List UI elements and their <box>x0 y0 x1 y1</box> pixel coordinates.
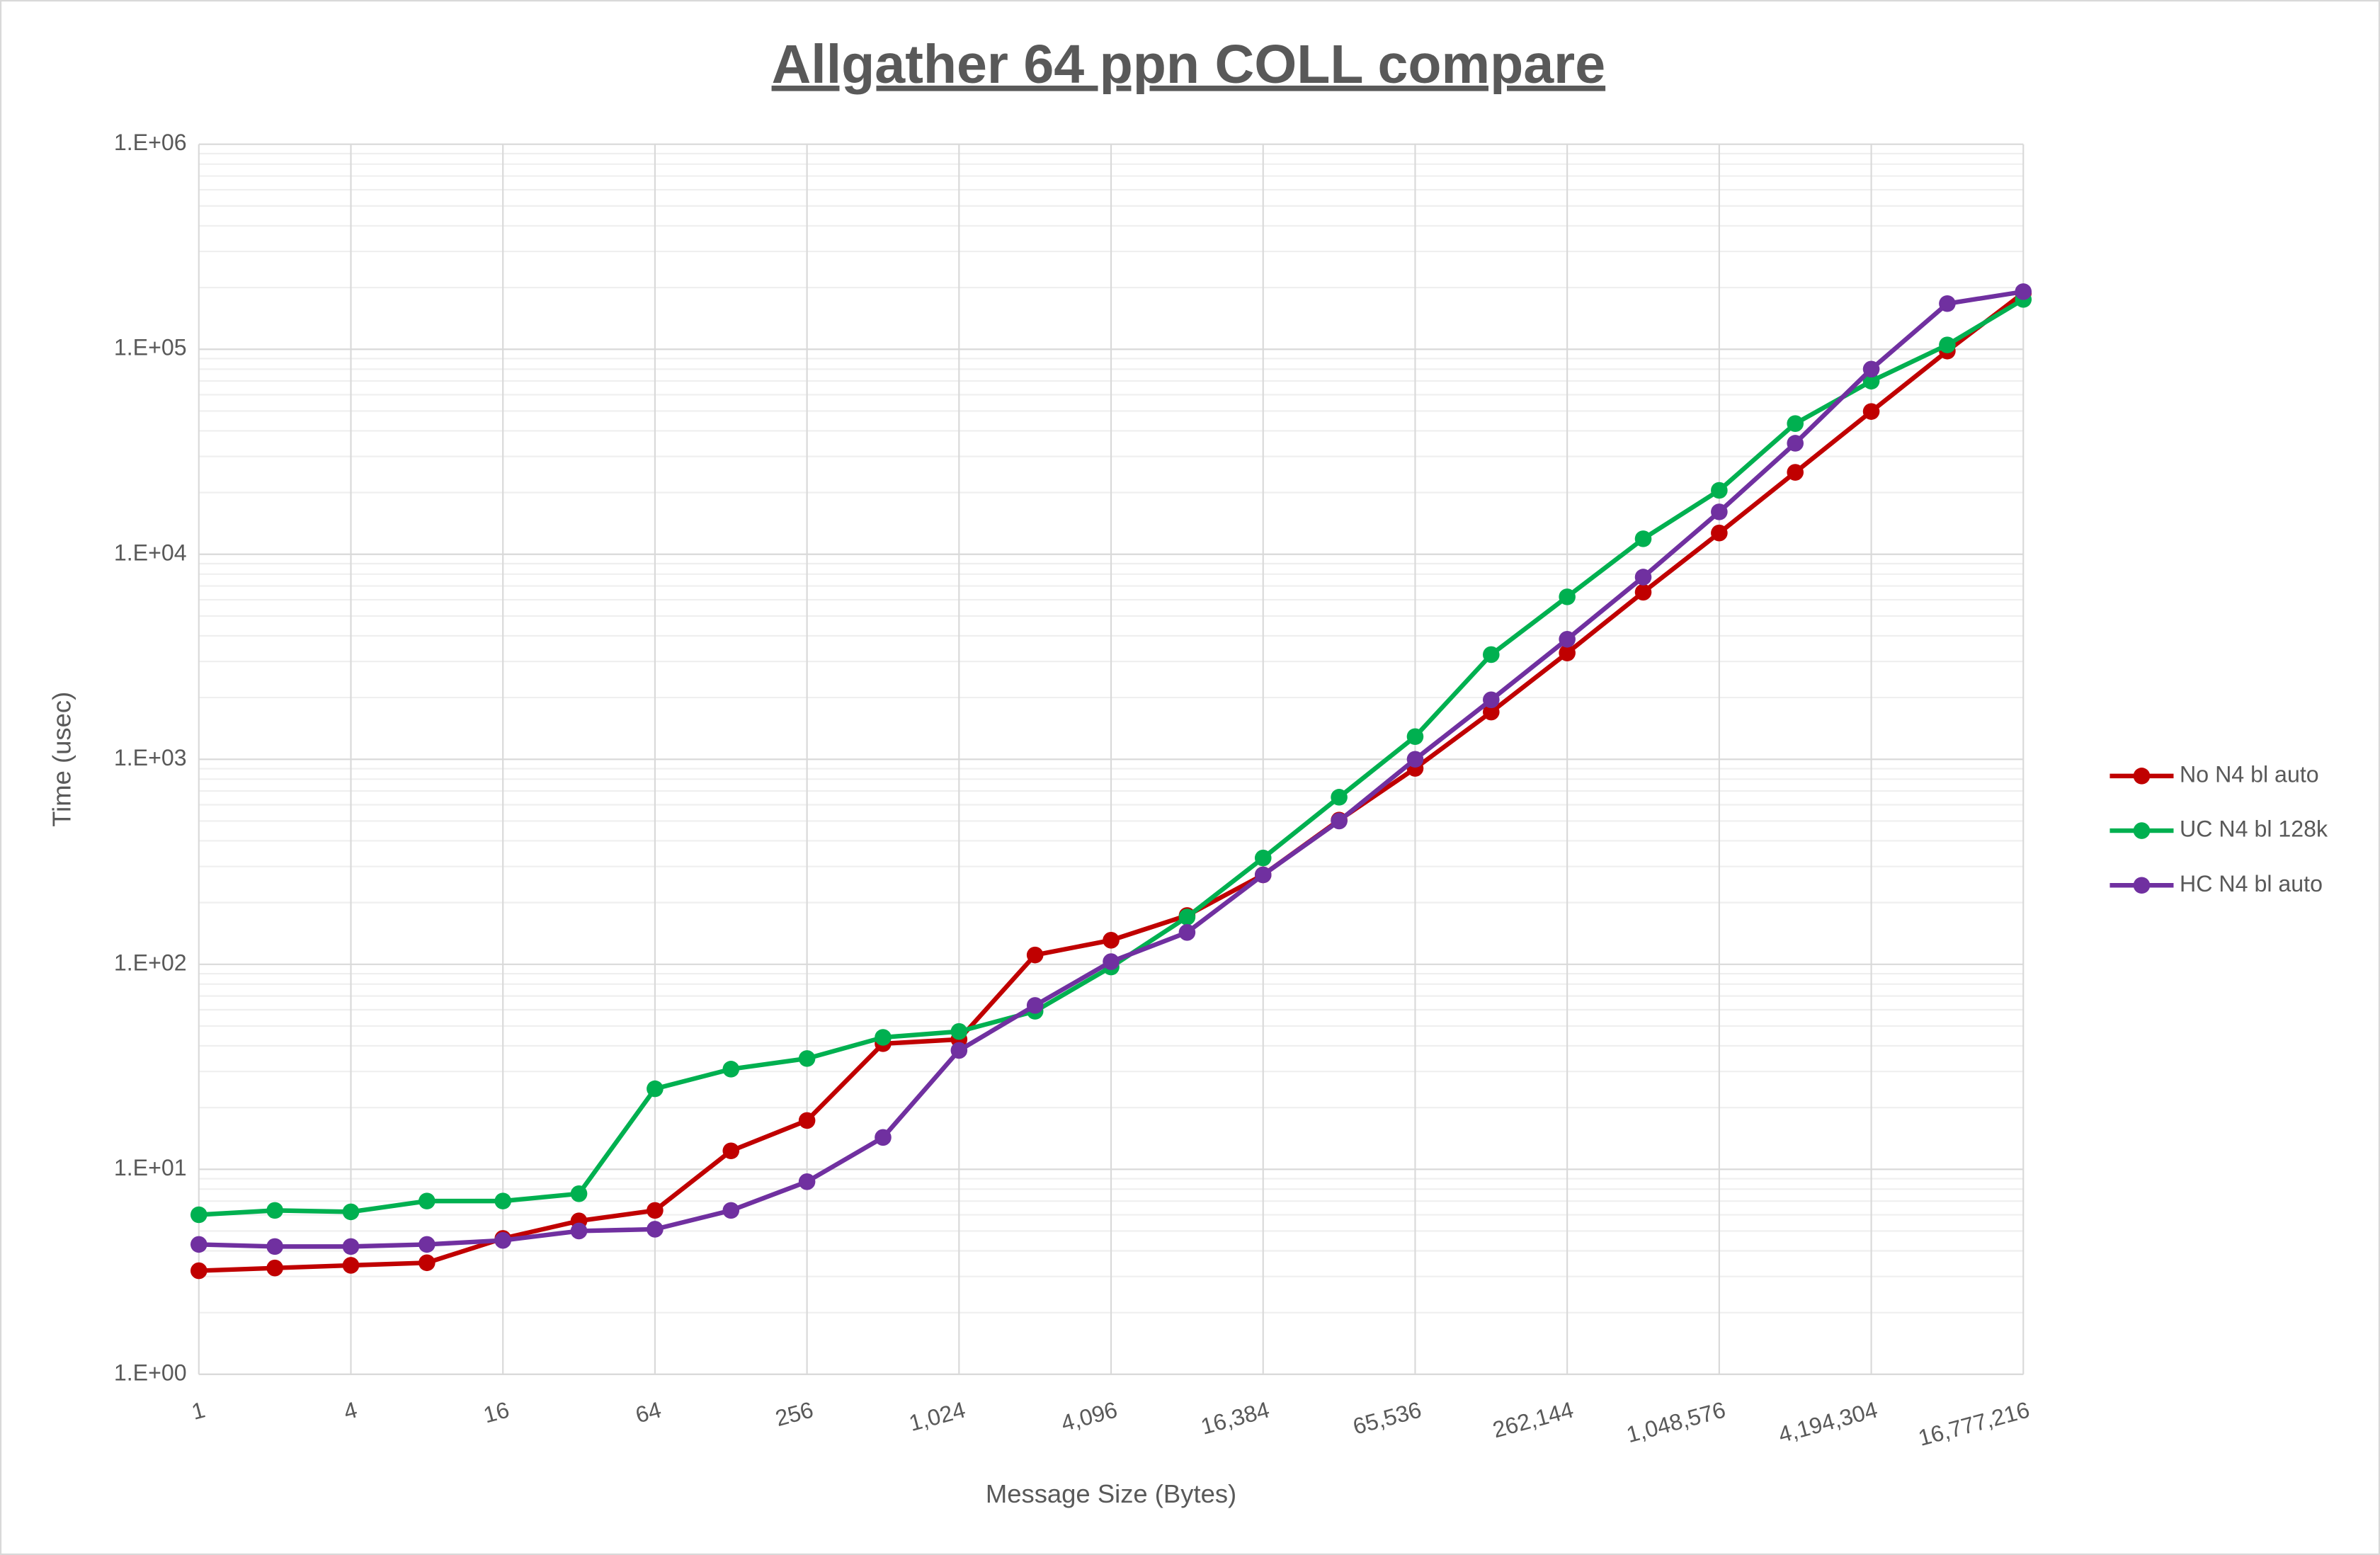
data-point <box>1483 703 1500 721</box>
data-point <box>798 1173 816 1190</box>
y-tick-label: 1.E+06 <box>114 130 187 155</box>
y-tick-label: 1.E+00 <box>114 1360 187 1385</box>
data-point <box>2015 283 2032 300</box>
legend-marker <box>2133 877 2151 894</box>
legend-marker <box>2133 768 2151 785</box>
data-point <box>1862 372 1880 390</box>
legend-label: UC N4 bl 128k <box>2180 816 2328 842</box>
data-point <box>1939 336 1956 353</box>
data-point <box>1634 530 1652 547</box>
data-point <box>1787 415 1804 432</box>
data-point <box>1787 435 1804 452</box>
y-tick-label: 1.E+02 <box>114 950 187 975</box>
legend-marker <box>2133 822 2151 839</box>
data-point <box>647 1080 664 1098</box>
data-point <box>1711 524 1728 542</box>
data-point <box>190 1262 207 1280</box>
data-point <box>798 1050 816 1067</box>
data-point <box>1103 932 1120 949</box>
data-point <box>950 1042 968 1059</box>
data-point <box>875 1029 892 1046</box>
data-point <box>494 1192 512 1209</box>
legend-label: No N4 bl auto <box>2180 761 2319 787</box>
data-point <box>1103 953 1120 970</box>
data-point <box>419 1192 435 1209</box>
chart-title: Allgather 64 ppn COLL compare <box>772 34 1606 95</box>
y-tick-label: 1.E+03 <box>114 745 187 770</box>
x-tick-label: 16 <box>481 1396 512 1428</box>
data-point <box>1406 728 1424 746</box>
data-point <box>1483 646 1500 663</box>
legend: No N4 bl auto UC N4 bl 128k HC N4 bl auto <box>2109 761 2328 896</box>
data-point <box>1559 644 1576 661</box>
data-point <box>190 1206 207 1224</box>
data-point <box>570 1222 588 1240</box>
data-point <box>1634 583 1652 601</box>
data-point <box>1483 691 1500 709</box>
y-tick-label: 1.E+04 <box>114 540 187 565</box>
data-point <box>1406 751 1424 768</box>
x-tick-label: 64 <box>633 1396 664 1428</box>
data-point <box>1939 295 1956 312</box>
data-point <box>1711 482 1728 499</box>
data-point <box>342 1203 360 1221</box>
grid: 1.E+00 1.E+01 1.E+02 1.E+03 1.E+04 1.E+05 1.E+… <box>114 130 2032 1451</box>
data-point <box>190 1236 207 1253</box>
data-point <box>1178 908 1196 925</box>
data-point <box>1711 503 1728 520</box>
data-point <box>647 1202 664 1219</box>
data-point <box>1331 812 1348 830</box>
y-tick-label: 1.E+01 <box>114 1155 187 1180</box>
data-point <box>1862 403 1880 420</box>
data-point <box>722 1142 740 1160</box>
data-point <box>1254 866 1272 884</box>
data-point <box>266 1238 283 1255</box>
data-point <box>266 1202 283 1219</box>
x-axis-label: Message Size (Bytes) <box>986 1479 1236 1508</box>
data-point <box>722 1061 740 1078</box>
data-point <box>419 1236 435 1253</box>
data-point <box>647 1221 664 1238</box>
y-tick-label: 1.E+05 <box>114 335 187 360</box>
legend-label: HC N4 bl auto <box>2180 871 2323 896</box>
data-point <box>266 1259 283 1277</box>
data-point <box>419 1254 435 1272</box>
data-point <box>875 1129 892 1146</box>
y-axis-label: Time (usec) <box>47 692 76 827</box>
data-point <box>950 1023 968 1040</box>
data-point <box>494 1231 512 1249</box>
data-point <box>1026 997 1044 1014</box>
data-point <box>1559 588 1576 605</box>
data-point <box>1787 464 1804 481</box>
data-point <box>342 1257 360 1274</box>
data-point <box>722 1202 740 1219</box>
data-point <box>1634 569 1652 586</box>
data-point <box>1254 849 1272 867</box>
data-point <box>798 1112 816 1129</box>
data-point <box>1559 630 1576 648</box>
data-point <box>342 1238 360 1255</box>
data-point <box>1178 924 1196 941</box>
data-point <box>570 1185 588 1202</box>
data-point <box>1026 946 1044 964</box>
data-point <box>1331 789 1348 806</box>
data-point <box>1862 360 1880 378</box>
plot-area <box>190 283 2032 1280</box>
